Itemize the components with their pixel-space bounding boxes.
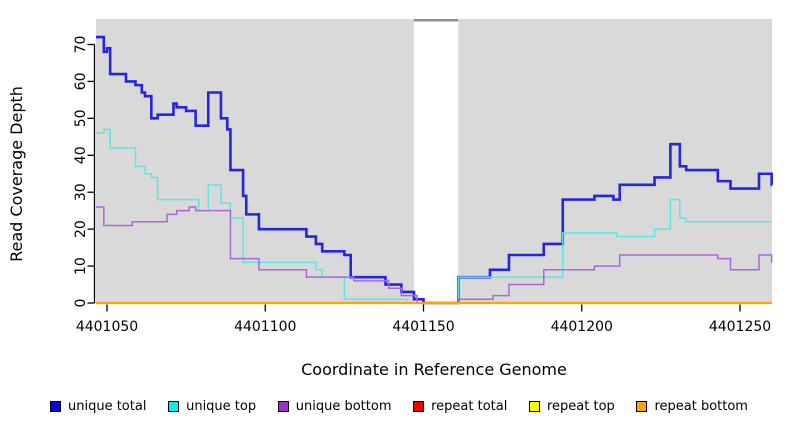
legend-swatch-repeat-bottom	[636, 401, 648, 412]
legend-item-unique-total: unique total	[50, 399, 146, 414]
y-tick-label: 30	[73, 183, 89, 201]
legend-label-repeat-top: repeat top	[547, 399, 615, 414]
y-tick-label: 70	[73, 36, 89, 54]
x-tick-label: 4401100	[234, 319, 296, 335]
series-line-unique-bottom	[96, 206, 773, 304]
x-tick-label: 4401050	[76, 319, 138, 335]
x-tick-label: 4401150	[392, 319, 454, 335]
coverage-chart: 0 10 20 30 40 50 60 70 4401050 4401100 4401150 440…	[7, 19, 773, 379]
y-tick-label: 60	[73, 73, 89, 91]
legend-swatch-unique-total	[50, 401, 61, 412]
legend-swatch-unique-top	[168, 401, 180, 412]
series-line-unique-top	[96, 128, 772, 304]
series-lines	[96, 35, 773, 305]
series-line-unique-total	[96, 35, 773, 305]
y-tick-label: 10	[73, 257, 89, 275]
legend-item-repeat-bottom: repeat bottom	[636, 399, 748, 414]
legend-label-unique-total: unique total	[68, 399, 147, 414]
x-tick-label: 4401250	[709, 319, 771, 335]
legend-swatch-unique-bottom	[277, 401, 289, 412]
y-tick-label: 0	[73, 299, 89, 308]
x-axis: 4401050 4401100 4401150 4401200 4401250	[76, 304, 771, 335]
y-axis: 0 10 20 30 40 50 60 70	[73, 36, 96, 308]
masked-region	[414, 19, 459, 303]
masked-region-top-border	[414, 19, 459, 22]
legend-label-unique-bottom: unique bottom	[295, 399, 392, 414]
legend-label-repeat-total: repeat total	[431, 399, 508, 414]
legend-item-unique-bottom: unique bottom	[277, 399, 392, 414]
x-tick-label: 4401200	[551, 319, 613, 335]
legend-item-repeat-total: repeat total	[413, 399, 507, 414]
legend: unique total unique top unique bottom repea…	[0, 399, 792, 414]
legend-item-repeat-top: repeat top	[529, 399, 615, 414]
legend-swatch-repeat-total	[413, 401, 425, 412]
y-tick-label: 50	[73, 109, 89, 127]
y-axis-title: Read Coverage Depth	[7, 86, 26, 262]
y-tick-label: 20	[73, 220, 89, 238]
legend-swatch-repeat-top	[529, 401, 540, 412]
legend-item-unique-top: unique top	[168, 399, 256, 414]
legend-label-repeat-bottom: repeat bottom	[654, 399, 748, 414]
x-axis-title: Coordinate in Reference Genome	[301, 360, 567, 379]
y-tick-label: 40	[73, 146, 89, 164]
masked-region-rect	[414, 19, 459, 303]
legend-label-unique-top: unique top	[186, 399, 257, 414]
